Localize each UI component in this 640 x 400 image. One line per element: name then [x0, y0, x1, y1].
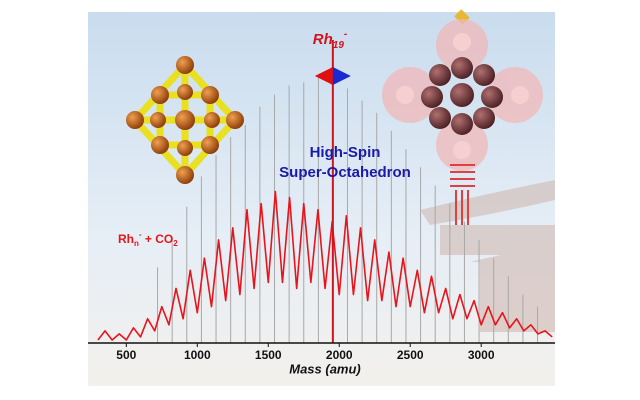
octahedron-cluster	[126, 56, 244, 184]
anno-sup: -	[139, 230, 142, 239]
anno-rest-sub: 2	[173, 239, 178, 248]
flag-left	[314, 67, 333, 85]
x-tick-label: 2000	[326, 348, 353, 362]
label-sub: 19	[333, 40, 345, 51]
annotation: Rhn- + CO2	[118, 230, 178, 248]
x-tick-label: 2500	[397, 348, 424, 362]
anno-base: Rh	[118, 232, 134, 246]
anno-rest: + CO	[142, 232, 174, 246]
highlight-label: Rh19-	[313, 29, 348, 51]
label-base: Rh	[313, 31, 333, 48]
spectrum-line	[97, 190, 553, 341]
flag-right	[332, 67, 351, 85]
x-tick-label: 1000	[184, 348, 211, 362]
knot-cluster	[382, 9, 543, 225]
title-line: High-Spin	[310, 144, 381, 161]
x-tick-label: 3000	[468, 348, 495, 362]
anno-sub: n	[134, 239, 139, 248]
plot-area	[97, 40, 553, 343]
x-axis-label: Mass (amu)	[289, 361, 361, 376]
x-tick-label: 1500	[255, 348, 282, 362]
x-tick-label: 500	[116, 348, 136, 362]
title-line: Super-Octahedron	[279, 164, 411, 181]
label-sup: -	[344, 29, 348, 40]
